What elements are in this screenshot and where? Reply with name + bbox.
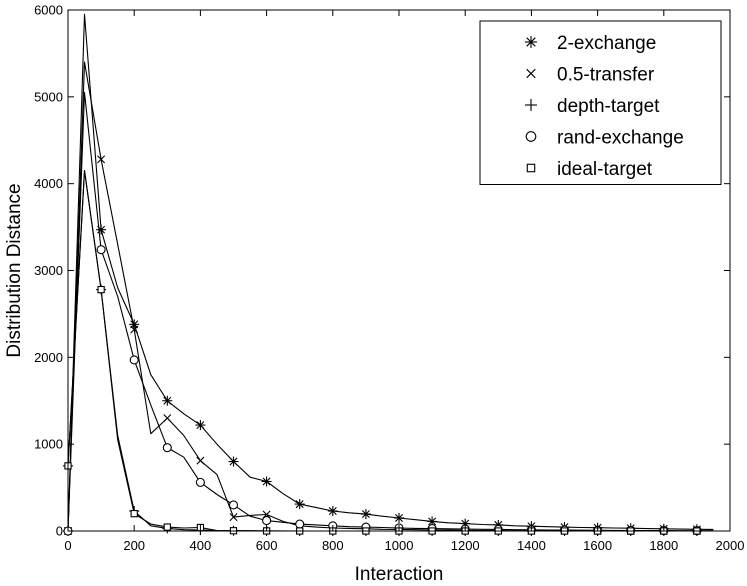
x-tick-label: 200: [123, 538, 145, 553]
data-point: [229, 513, 238, 522]
data-point: [262, 516, 272, 526]
series-depth-target: [63, 170, 714, 536]
y-tick-label: 4000: [34, 176, 63, 191]
x-tick-label: 1400: [517, 538, 546, 553]
y-tick-label: 3000: [34, 263, 63, 278]
axes-layer: 0 200 400 600 800 1000 1200 1400 1600 1800 2000 0 10…: [34, 3, 744, 554]
data-point: [96, 224, 107, 235]
x-tick-label: 400: [190, 538, 212, 553]
data-point: [228, 500, 239, 510]
data-point: [162, 443, 172, 453]
data-point: [295, 519, 305, 529]
data-point: [195, 420, 206, 431]
data-point: [96, 245, 106, 255]
data-point: [228, 456, 239, 467]
y-tick-label: 5000: [34, 89, 63, 104]
data-point: [130, 509, 138, 518]
legend-item: rand-exchange: [525, 128, 684, 149]
data-point: [97, 155, 106, 164]
data-point: [360, 509, 371, 520]
legend-marker: [526, 68, 536, 79]
legend-item: ideal-target: [526, 159, 653, 180]
y-tick-label: 1000: [34, 437, 63, 452]
x-tick-label: 1800: [649, 538, 678, 553]
series-line: [67, 170, 714, 532]
data-point: [162, 395, 173, 406]
legend-marker: [525, 99, 537, 111]
legend-marker: [525, 36, 537, 48]
legend-label: ideal-target: [557, 159, 653, 180]
x-axis-label: Interaction: [355, 564, 444, 585]
legend-marker: [525, 131, 537, 142]
data-point: [130, 325, 139, 334]
data-point: [163, 523, 171, 531]
y-tick-label: 2000: [34, 350, 63, 365]
data-point: [394, 512, 404, 523]
series-line: [67, 170, 714, 532]
legend-item: depth-target: [525, 96, 660, 117]
legend-label: 0.5-transfer: [557, 65, 655, 86]
data-point: [163, 414, 172, 423]
legend-item: 2-exchange: [525, 33, 656, 54]
legend-marker: [526, 163, 536, 173]
legend-label: depth-target: [557, 96, 660, 117]
x-tick-label: 600: [256, 538, 278, 553]
y-tick-label: 0: [56, 524, 63, 539]
data-point: [97, 285, 105, 294]
data-point: [294, 499, 305, 510]
data-point: [196, 456, 205, 465]
x-tick-label: 2000: [716, 538, 745, 553]
x-tick-label: 1000: [385, 538, 414, 553]
series-line: [67, 13, 714, 532]
legend-label: rand-exchange: [557, 128, 684, 149]
data-point: [129, 355, 139, 365]
legend-label: 2-exchange: [557, 33, 656, 54]
legend-box: [479, 20, 722, 185]
y-axis-label: Distribution Distance: [4, 183, 25, 357]
series-ideal-target: [64, 170, 714, 535]
x-tick-label: 800: [322, 538, 344, 553]
x-tick-label: 1200: [451, 538, 480, 553]
legend-item: 0.5-transfer: [526, 65, 655, 86]
series-line: [67, 91, 714, 532]
data-point: [327, 506, 338, 517]
y-tick-label: 6000: [34, 3, 63, 18]
x-tick-label: 1600: [583, 538, 612, 553]
data-point: [261, 476, 272, 487]
x-tick-label: 0: [64, 538, 71, 553]
data-point: [195, 477, 205, 487]
legend: 2-exchange 0.5-transfer depth-target rand-e…: [479, 20, 722, 185]
